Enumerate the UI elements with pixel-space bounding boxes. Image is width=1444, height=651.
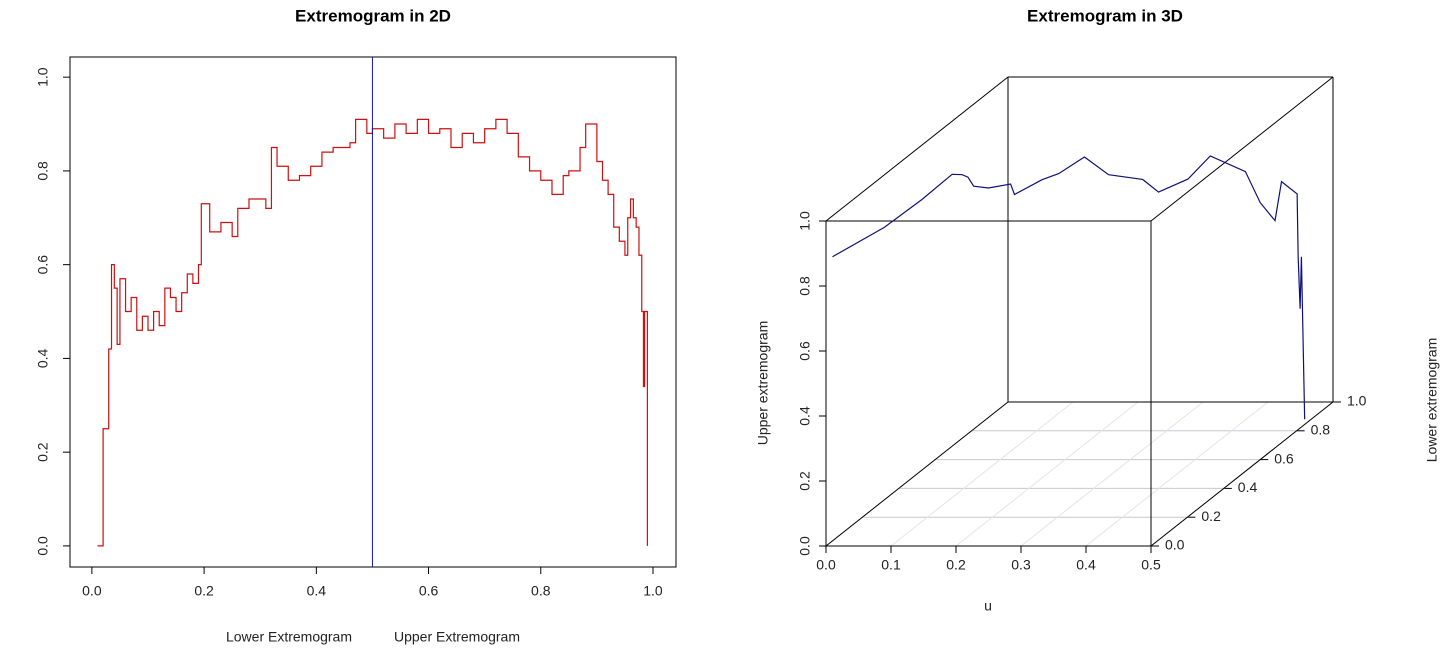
y-tick-label: 0.2: [35, 442, 51, 462]
x-tick-label: 0.1: [881, 557, 901, 573]
z-axis-label: Upper extremogram: [755, 321, 771, 446]
y-tick-label: 1.0: [35, 67, 51, 87]
grid-line: [1085, 401, 1269, 547]
z-tick-label: 0.6: [797, 341, 813, 361]
z-tick-label: 0.8: [797, 276, 813, 296]
x-tick-label: 0.0: [82, 583, 102, 599]
x-tick-label: 0.2: [194, 583, 214, 599]
box-edge: [825, 76, 1009, 222]
x-tick-label: 1.0: [643, 583, 663, 599]
grid-line: [890, 401, 1074, 547]
x-tick-label: 0.4: [307, 583, 327, 599]
z-tick-label: 1.0: [797, 211, 813, 231]
x-axis-label: Upper Extremogram: [394, 629, 520, 645]
z-tick-label: 0.2: [797, 471, 813, 491]
chart-title: Extremogram in 3D: [1027, 6, 1183, 25]
y-tick-label: 0.6: [35, 255, 51, 275]
y-tick-label: 0.0: [1165, 537, 1185, 553]
y-tick-label: 0.6: [1274, 450, 1294, 466]
x-tick-label: 0.3: [1011, 557, 1031, 573]
x-tick-label: 0.2: [946, 557, 966, 573]
x-tick-label: 0.6: [419, 583, 439, 599]
z-tick-label: 0.0: [797, 536, 813, 556]
x-tick-label: 0.4: [1076, 557, 1096, 573]
grid-line: [1020, 401, 1204, 547]
box-edge: [1150, 401, 1334, 547]
box-edge: [1150, 76, 1334, 222]
grid-line: [955, 401, 1139, 547]
y-tick-label: 0.4: [1238, 479, 1258, 495]
x-tick-label: 0.8: [531, 583, 551, 599]
y-axis-label: Lower extremogram: [1424, 338, 1440, 463]
step-line: [97, 118, 648, 547]
chart-title: Extremogram in 2D: [295, 6, 451, 25]
y-tick-label: 0.2: [1201, 508, 1221, 524]
y-tick-label: 0.4: [35, 348, 51, 368]
y-tick-label: 1.0: [1347, 393, 1367, 409]
box-edge: [825, 401, 1009, 547]
curve-3d: [832, 155, 1306, 420]
z-tick-label: 0.4: [797, 406, 813, 426]
x-axis-label: u: [984, 598, 992, 614]
y-tick-label: 0.8: [1311, 422, 1331, 438]
plot-frame: [69, 56, 677, 568]
y-tick-label: 0.0: [35, 536, 51, 556]
x-axis-label: Lower Extremogram: [226, 629, 352, 645]
x-tick-label: 0.0: [816, 557, 836, 573]
x-tick-label: 0.5: [1141, 557, 1161, 573]
y-tick-label: 0.8: [35, 161, 51, 181]
